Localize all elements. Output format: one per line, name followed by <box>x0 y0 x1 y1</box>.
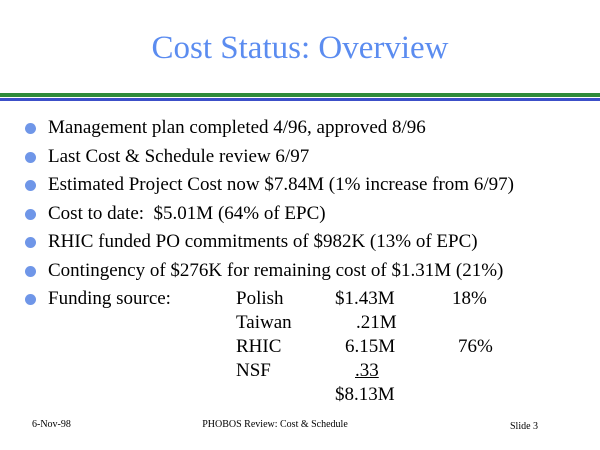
bullet-dot <box>25 123 36 134</box>
bullet-dot <box>25 265 36 277</box>
bullet-dot <box>25 294 36 305</box>
bullet-text: RHIC funded PO commitments of $982K (13%… <box>48 231 478 252</box>
slide-title: Cost Status: Overview <box>151 30 449 66</box>
fund-name: RHIC <box>236 336 282 357</box>
bullet-text: Funding source: <box>48 288 171 309</box>
bullet-dot <box>25 180 36 191</box>
fund-amount: .21M <box>356 312 397 333</box>
fund-amount: .33 <box>355 360 379 381</box>
fund-name: Polish <box>236 288 284 309</box>
fund-name: NSF <box>236 360 271 381</box>
rule-blue <box>0 98 600 101</box>
bullet-text: Management plan completed 4/96, approved… <box>48 117 426 138</box>
bullet-text: Contingency of $276K for remaining cost … <box>48 259 504 281</box>
fund-amount: $1.43M <box>335 288 395 309</box>
bullet-dot <box>25 237 36 248</box>
bullet-text: Last Cost & Schedule review 6/97 <box>48 145 310 167</box>
bullet-dot <box>25 151 36 163</box>
rule-green <box>0 93 600 97</box>
bullet-text: Cost to date: $5.01M (64% of EPC) <box>48 202 326 224</box>
fund-name: Taiwan <box>236 312 292 333</box>
fund-total: $8.13M <box>335 384 395 405</box>
fund-amount: 6.15M <box>345 336 396 357</box>
footer-date: 6-Nov-98 <box>32 419 71 430</box>
fund-percent: 18% <box>452 288 487 309</box>
bullet-dot <box>25 208 36 220</box>
fund-percent: 76% <box>458 336 493 357</box>
bullet-text: Estimated Project Cost now $7.84M (1% in… <box>48 174 514 195</box>
footer-title: PHOBOS Review: Cost & Schedule <box>202 419 348 430</box>
footer-slide: Slide 3 <box>510 421 539 432</box>
